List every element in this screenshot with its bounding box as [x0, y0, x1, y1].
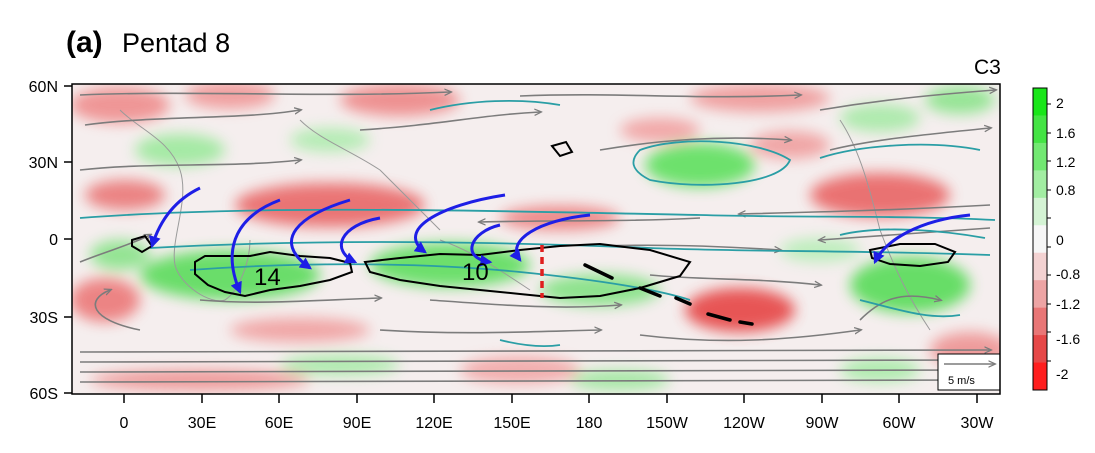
lon-label: 60W — [883, 415, 917, 432]
lon-label: 180 — [576, 415, 603, 432]
lat-label: 60S — [30, 386, 58, 403]
colorbar-label: 0 — [1056, 232, 1064, 248]
lat-axis: 60N 30N 0 30S 60S — [29, 79, 72, 403]
colorbar-swatch — [1033, 335, 1047, 364]
anomaly-shading — [72, 84, 1000, 390]
colorbar-swatch — [1033, 197, 1047, 226]
lon-label: 90E — [343, 415, 371, 432]
colorbar-swatch — [1033, 142, 1047, 171]
lon-label: 90W — [806, 415, 840, 432]
colorbar-label: -1.2 — [1056, 296, 1080, 312]
map-area: 14 10 5 m/s — [72, 84, 1000, 394]
colorbar-label: -0.8 — [1056, 266, 1080, 282]
colorbar-swatch — [1033, 362, 1047, 391]
colorbar-label: 2 — [1056, 95, 1064, 111]
region-a-label: 14 — [254, 264, 281, 291]
lat-label: 30N — [29, 155, 58, 172]
reference-vector: 5 m/s — [937, 353, 1000, 391]
lat-label: 0 — [49, 232, 58, 249]
lon-label: 120W — [723, 415, 766, 432]
colorbar-frame — [1032, 87, 1048, 391]
lon-label: 0 — [120, 415, 129, 432]
colorbar-swatch — [1033, 170, 1047, 199]
panel-title: Pentad 8 — [122, 28, 230, 58]
colorbar-swatches — [1033, 88, 1047, 391]
lon-label: 60E — [265, 415, 293, 432]
reference-vector-label: 5 m/s — [948, 375, 975, 387]
colorbar-label: 1.6 — [1056, 125, 1076, 141]
streamlines — [79, 90, 995, 382]
colorbar-swatch — [1033, 225, 1047, 254]
lon-axis: 0 30E 60E 90E 120E 150E 180 150W 120W 90… — [120, 394, 995, 432]
code-label: C3 — [974, 56, 1001, 79]
colorbar-label: 0.8 — [1056, 182, 1076, 198]
lat-label: 30S — [30, 310, 58, 327]
colorbar: 2 1.6 1.2 0.8 0 -0.8 -1.2 -1.6 -2 — [1032, 87, 1080, 391]
colorbar-swatch — [1033, 252, 1047, 281]
dashed-segments — [583, 263, 754, 326]
colorbar-label: -1.6 — [1056, 331, 1080, 347]
colorbar-ticks — [1047, 103, 1051, 362]
colorbar-label: -2 — [1056, 366, 1069, 382]
colorbar-label: 1.2 — [1056, 154, 1076, 170]
lon-label: 30E — [188, 415, 216, 432]
region-b-label: 10 — [462, 259, 489, 286]
lat-label: 60N — [29, 79, 58, 96]
panel-label: (a) — [66, 26, 103, 59]
lon-label: 150W — [646, 415, 689, 432]
blue-flow-arrows — [149, 186, 971, 295]
lon-label: 120E — [415, 415, 452, 432]
lon-label: 30W — [961, 415, 995, 432]
colorbar-swatch — [1033, 307, 1047, 336]
lon-label: 150E — [493, 415, 530, 432]
colorbar-swatch — [1033, 115, 1047, 144]
colorbar-swatch — [1033, 88, 1047, 116]
colorbar-swatch — [1033, 280, 1047, 309]
